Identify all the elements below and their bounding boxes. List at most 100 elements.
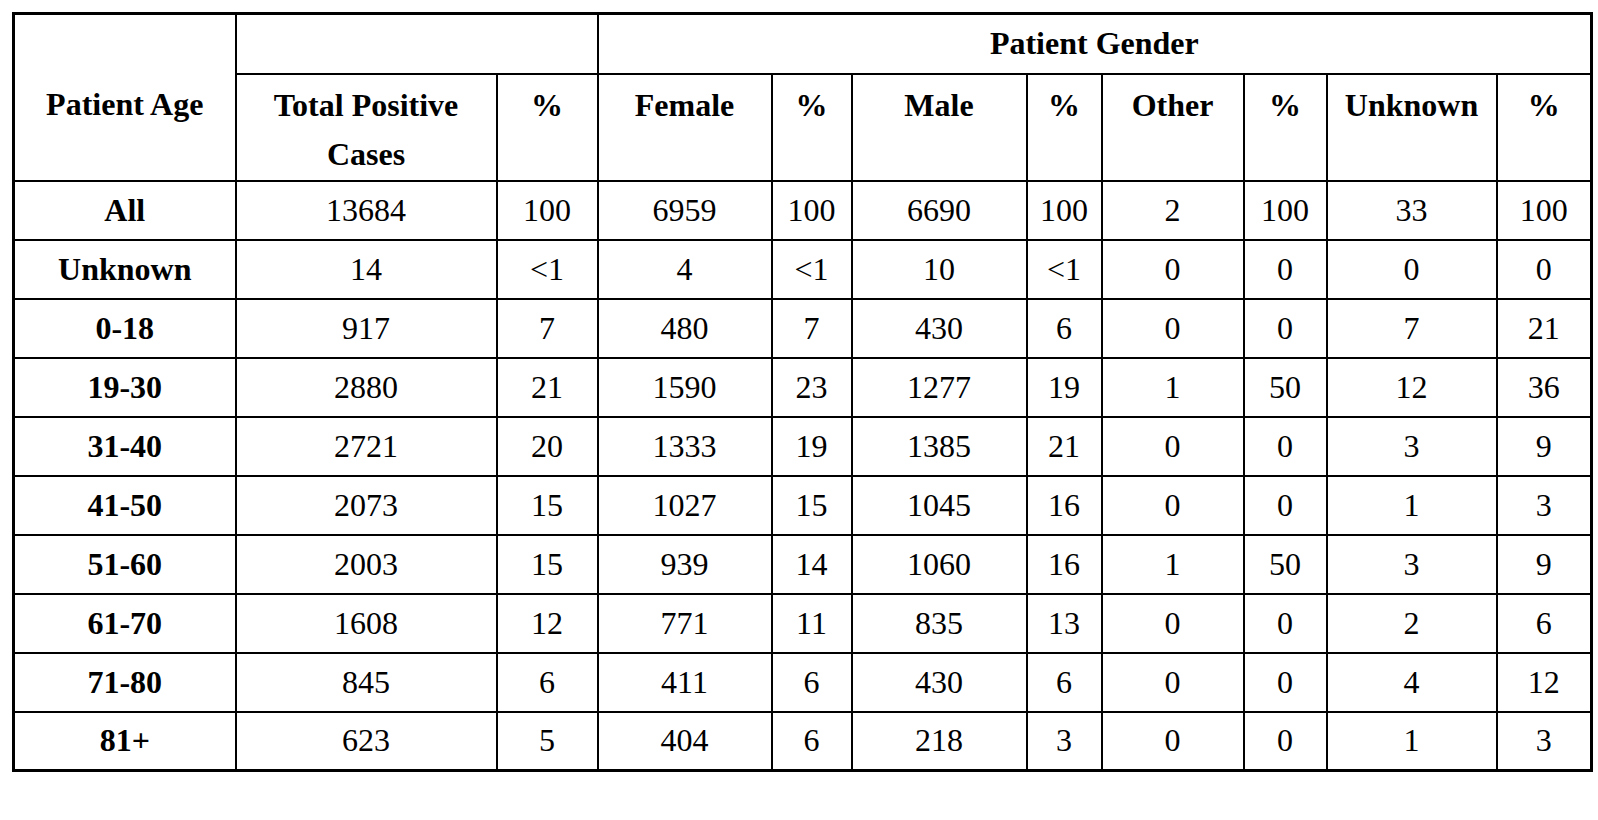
cell-other: 1 [1102,535,1244,594]
cell-total-pct: 6 [497,653,598,712]
cell-total: 2003 [236,535,497,594]
cell-male-pct: 3 [1027,712,1102,771]
patient-demographics-table: Patient Age Patient Gender Total Positiv… [12,12,1593,772]
table-row-61-70: 61-70 1608 12 771 11 835 13 0 0 2 6 [14,594,1592,653]
cell-other: 2 [1102,181,1244,240]
cell-female: 4 [598,240,772,299]
cell-other: 0 [1102,653,1244,712]
cell-male: 10 [852,240,1027,299]
col-header-unknown: Unknown [1327,74,1497,181]
header-columns-row: Total Positive Cases % Female % Male % O… [14,74,1592,181]
row-header-age: 71-80 [14,653,236,712]
cell-other-pct: 0 [1244,594,1327,653]
cell-total: 2721 [236,417,497,476]
cell-female: 1333 [598,417,772,476]
cell-other-pct: 50 [1244,535,1327,594]
col-header-other: Other [1102,74,1244,181]
col-header-unknown-pct: % [1497,74,1592,181]
cell-other: 0 [1102,476,1244,535]
cell-total-pct: 12 [497,594,598,653]
cell-male-pct: 16 [1027,476,1102,535]
col-header-total-pct: % [497,74,598,181]
cell-female-pct: 19 [772,417,852,476]
header-patient-gender: Patient Gender [598,14,1592,74]
cell-unknown-pct: 0 [1497,240,1592,299]
cell-female-pct: 6 [772,653,852,712]
table-row-unknown: Unknown 14 <1 4 <1 10 <1 0 0 0 0 [14,240,1592,299]
cell-total: 1608 [236,594,497,653]
cell-female: 480 [598,299,772,358]
col-header-female: Female [598,74,772,181]
header-empty-cell [236,14,598,74]
cell-male: 6690 [852,181,1027,240]
row-header-age: 61-70 [14,594,236,653]
table-row-all: All 13684 100 6959 100 6690 100 2 100 33… [14,181,1592,240]
cell-other-pct: 0 [1244,476,1327,535]
cell-male-pct: <1 [1027,240,1102,299]
cell-total-pct: 15 [497,535,598,594]
cell-unknown-pct: 3 [1497,712,1592,771]
cell-other: 0 [1102,240,1244,299]
cell-female: 411 [598,653,772,712]
table-row-41-50: 41-50 2073 15 1027 15 1045 16 0 0 1 3 [14,476,1592,535]
cell-total-pct: 15 [497,476,598,535]
cell-other-pct: 0 [1244,299,1327,358]
cell-unknown-pct: 9 [1497,535,1592,594]
cell-female-pct: 14 [772,535,852,594]
cell-total-pct: 7 [497,299,598,358]
cell-total: 623 [236,712,497,771]
row-header-age: 81+ [14,712,236,771]
cell-male: 430 [852,299,1027,358]
cell-female-pct: 23 [772,358,852,417]
cell-other-pct: 0 [1244,417,1327,476]
cell-male: 1045 [852,476,1027,535]
cell-unknown: 0 [1327,240,1497,299]
cell-total-pct: 20 [497,417,598,476]
table-row-51-60: 51-60 2003 15 939 14 1060 16 1 50 3 9 [14,535,1592,594]
cell-total-pct: 5 [497,712,598,771]
cell-other: 1 [1102,358,1244,417]
cell-male: 1277 [852,358,1027,417]
cell-unknown-pct: 6 [1497,594,1592,653]
cell-total: 14 [236,240,497,299]
cell-female: 1590 [598,358,772,417]
row-header-age: 0-18 [14,299,236,358]
cell-male-pct: 16 [1027,535,1102,594]
cell-unknown: 33 [1327,181,1497,240]
cell-other-pct: 100 [1244,181,1327,240]
cell-male-pct: 19 [1027,358,1102,417]
row-header-age: Unknown [14,240,236,299]
header-group-row: Patient Age Patient Gender [14,14,1592,74]
cell-other: 0 [1102,594,1244,653]
cell-unknown: 2 [1327,594,1497,653]
cell-unknown-pct: 12 [1497,653,1592,712]
row-header-age: 41-50 [14,476,236,535]
col-header-total-positive-cases: Total Positive Cases [236,74,497,181]
cell-male: 1385 [852,417,1027,476]
cell-other-pct: 0 [1244,712,1327,771]
table-row-19-30: 19-30 2880 21 1590 23 1277 19 1 50 12 36 [14,358,1592,417]
cell-total: 13684 [236,181,497,240]
table-row-31-40: 31-40 2721 20 1333 19 1385 21 0 0 3 9 [14,417,1592,476]
cell-male-pct: 6 [1027,299,1102,358]
cell-female-pct: 100 [772,181,852,240]
table-row-81plus: 81+ 623 5 404 6 218 3 0 0 1 3 [14,712,1592,771]
cell-total-pct: 21 [497,358,598,417]
cell-male-pct: 100 [1027,181,1102,240]
cell-female-pct: 11 [772,594,852,653]
row-header-age: 31-40 [14,417,236,476]
cell-unknown-pct: 100 [1497,181,1592,240]
cell-female: 771 [598,594,772,653]
cell-unknown: 1 [1327,712,1497,771]
cell-unknown-pct: 3 [1497,476,1592,535]
cell-male: 218 [852,712,1027,771]
row-header-age: 19-30 [14,358,236,417]
row-header-age: 51-60 [14,535,236,594]
cell-male: 1060 [852,535,1027,594]
cell-total: 917 [236,299,497,358]
cell-female: 404 [598,712,772,771]
cell-other: 0 [1102,299,1244,358]
cell-unknown-pct: 9 [1497,417,1592,476]
cell-total: 2073 [236,476,497,535]
cell-other-pct: 50 [1244,358,1327,417]
